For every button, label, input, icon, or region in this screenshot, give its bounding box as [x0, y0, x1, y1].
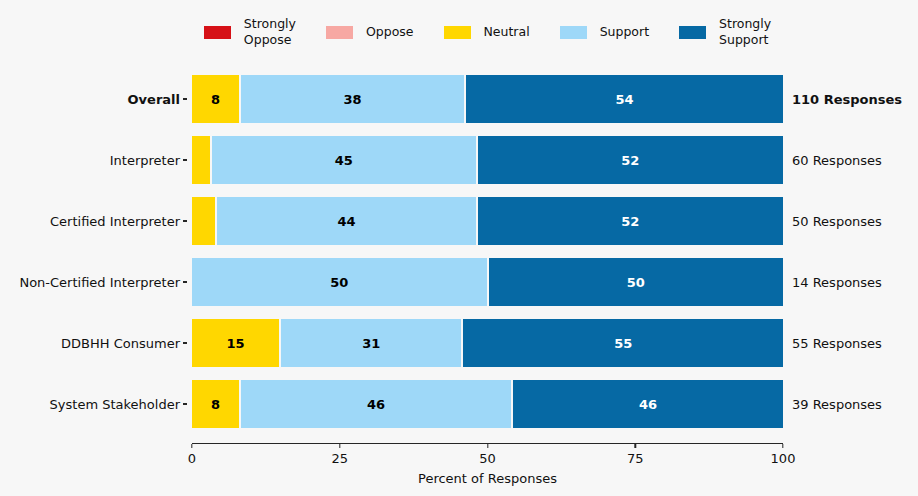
bar-segment-support: 46	[241, 380, 511, 428]
legend-label: Neutral	[484, 24, 530, 40]
bar-segment-neutral: 15	[192, 319, 279, 367]
x-axis-label: Percent of Responses	[192, 471, 783, 486]
y-tick	[183, 98, 187, 99]
category-label: Overall	[0, 92, 180, 107]
responses-label: 14 Responses	[792, 275, 882, 290]
category-label: Non-Certified Interpreter	[0, 275, 180, 290]
bar-track: 4452	[192, 197, 783, 245]
responses-label: 110 Responses	[792, 92, 902, 107]
y-tick	[183, 342, 187, 343]
legend-swatch-neutral	[444, 26, 471, 39]
responses-label: 55 Responses	[792, 336, 882, 351]
x-tick	[487, 444, 488, 448]
x-tick-label: 100	[771, 451, 796, 466]
bar-segment-strongly-support: 50	[489, 258, 784, 306]
legend-label: Oppose	[366, 24, 414, 40]
x-tick-label: 0	[188, 451, 196, 466]
x-tick	[635, 444, 636, 448]
responses-label: 50 Responses	[792, 214, 882, 229]
x-tick-label: 50	[479, 451, 496, 466]
bar-segment-support: 50	[192, 258, 487, 306]
bar-row-non-certified-interpreter: Non-Certified Interpreter 5050 14 Response…	[0, 258, 918, 306]
legend-item-oppose: Oppose	[326, 24, 414, 40]
legend-label: Support	[600, 24, 649, 40]
responses-label: 60 Responses	[792, 153, 882, 168]
bar-segment-neutral: 8	[192, 380, 239, 428]
category-label: Interpreter	[0, 153, 180, 168]
y-tick	[183, 403, 187, 404]
bar-track: 84646	[192, 380, 783, 428]
legend-swatch-support	[560, 26, 587, 39]
bar-row-system-stakeholder: System Stakeholder8464639 Responses	[0, 380, 918, 428]
x-tick-label: 75	[627, 451, 644, 466]
bar-segment-strongly-support: 55	[463, 319, 783, 367]
legend-label: Strongly Support	[719, 16, 771, 49]
legend-item-support: Support	[560, 24, 649, 40]
legend-swatch-strongly-support	[679, 26, 706, 39]
legend-item-strongly-oppose: Strongly Oppose	[204, 16, 296, 49]
bar-segment-support: 38	[241, 75, 464, 123]
x-tick	[339, 444, 340, 448]
legend-item-strongly-support: Strongly Support	[679, 16, 771, 49]
bar-row-certified-interpreter: Certified Interpreter 4452 50 Responses	[0, 197, 918, 245]
bar-segment-strongly-support: 52	[478, 197, 783, 245]
legend-item-neutral: Neutral	[444, 24, 530, 40]
legend-swatch-strongly-oppose	[204, 26, 231, 39]
bar-track: 5050	[192, 258, 783, 306]
category-label: DDBHH Consumer	[0, 336, 180, 351]
bar-row-ddbhh-consumer: DDBHH Consumer 153155 55 Responses	[0, 319, 918, 367]
x-tick	[191, 444, 192, 448]
legend-swatch-oppose	[326, 26, 353, 39]
x-tick-label: 25	[331, 451, 348, 466]
bar-segment-support: 45	[212, 136, 476, 184]
category-label: Certified Interpreter	[0, 214, 180, 229]
survey-stacked-bar-chart: Strongly Oppose Oppose Neutral Support Stron…	[0, 0, 918, 496]
bar-track: 153155	[192, 319, 783, 367]
bar-row-interpreter: Interpreter 4552 60 Responses	[0, 136, 918, 184]
bar-row-overall: Overall 83854 110 Responses	[0, 75, 918, 123]
legend-label: Strongly Oppose	[244, 16, 296, 49]
y-tick	[183, 159, 187, 160]
bar-rows: Overall83854110 ResponsesInterpreter4552…	[0, 75, 918, 441]
x-tick	[782, 444, 783, 448]
bar-segment-neutral	[192, 136, 210, 184]
bar-segment-support: 31	[281, 319, 461, 367]
y-tick	[183, 220, 187, 221]
bar-segment-neutral: 8	[192, 75, 239, 123]
bar-track: 83854	[192, 75, 783, 123]
category-label: System Stakeholder	[0, 397, 180, 412]
chart-legend: Strongly Oppose Oppose Neutral Support Stron…	[192, 8, 783, 56]
x-axis: 0255075100 Percent of Responses	[192, 443, 783, 496]
bar-segment-neutral	[192, 197, 215, 245]
responses-label: 39 Responses	[792, 397, 882, 412]
bar-segment-strongly-support: 52	[478, 136, 783, 184]
bar-track: 4552	[192, 136, 783, 184]
bar-segment-strongly-support: 54	[466, 75, 783, 123]
bar-segment-strongly-support: 46	[513, 380, 783, 428]
y-tick	[183, 281, 187, 282]
bar-segment-support: 44	[217, 197, 475, 245]
